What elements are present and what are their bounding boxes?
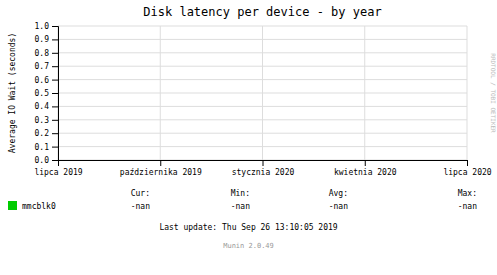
y-tick-label: 0.4 bbox=[35, 102, 50, 111]
watermark: RRDTOOL / TOBI OETIKER bbox=[490, 53, 497, 133]
y-tick-label: 0.3 bbox=[35, 116, 50, 125]
stat-header: Max: bbox=[458, 189, 477, 198]
y-tick-mark bbox=[52, 93, 58, 94]
y-tick: 0.2 bbox=[35, 129, 58, 138]
x-tick: lipca 2019 bbox=[34, 160, 82, 177]
y-tick-label: 1.0 bbox=[35, 22, 50, 31]
y-tick-label: 0.5 bbox=[35, 89, 50, 98]
y-axis: 0.0 0.1 0.2 0.3 0.4 0.5 0.6 0.7 0.8 0.9 1.0 bbox=[35, 22, 59, 165]
version: Munin 2.0.49 bbox=[223, 242, 274, 250]
x-tick-label: lipca 2019 bbox=[34, 168, 82, 177]
stat-value: -nan bbox=[329, 202, 348, 211]
x-axis: lipca 2019 października 2019 stycznia 2020… bbox=[34, 160, 491, 177]
footer: Cur: -nan Min: -nan Avg: -nan Max: -nan mmcblk0 L… bbox=[8, 189, 477, 250]
x-tick-mark bbox=[58, 160, 59, 166]
y-tick-label: 0.8 bbox=[35, 49, 50, 58]
stat-value: -nan bbox=[231, 202, 250, 211]
y-tick-label: 0.1 bbox=[35, 143, 50, 152]
y-tick: 0.1 bbox=[35, 143, 58, 152]
stat-header: Avg: bbox=[329, 189, 348, 198]
y-tick: 0.7 bbox=[35, 62, 58, 71]
x-tick-label: kwietnia 2020 bbox=[334, 168, 397, 177]
stat-header: Min: bbox=[231, 189, 250, 198]
y-tick: 0.4 bbox=[35, 102, 58, 111]
x-axis-line bbox=[59, 161, 468, 167]
y-tick-label: 0.7 bbox=[35, 62, 50, 71]
x-tick: kwietnia 2020 bbox=[334, 160, 397, 177]
y-tick-label: 0.2 bbox=[35, 129, 50, 138]
stat-value: -nan bbox=[458, 202, 477, 211]
x-tick-mark bbox=[467, 160, 468, 166]
y-tick: 1.0 bbox=[35, 22, 58, 31]
x-tick-label: października 2019 bbox=[120, 168, 202, 177]
grid bbox=[58, 26, 467, 160]
y-axis-line bbox=[52, 27, 59, 161]
y-tick: 0.9 bbox=[35, 35, 58, 44]
stat-value: -nan bbox=[131, 202, 150, 211]
last-update: Last update: Thu Sep 26 13:10:05 2019 bbox=[159, 223, 337, 232]
y-tick-label: 0.6 bbox=[35, 76, 50, 85]
x-tick-label: stycznia 2020 bbox=[232, 168, 295, 177]
y-tick-mark bbox=[52, 133, 58, 134]
y-tick: 0.8 bbox=[35, 49, 58, 58]
x-tick-mark bbox=[160, 160, 161, 166]
y-tick-mark bbox=[52, 53, 58, 54]
y-tick: 0.6 bbox=[35, 76, 58, 85]
chart-root: 0.0 0.1 0.2 0.3 0.4 0.5 0.6 0.7 0.8 0.9 1.0 lipca 2… bbox=[0, 0, 497, 275]
grid-line-x bbox=[364, 26, 365, 160]
y-tick-mark bbox=[52, 39, 58, 40]
stat-header: Cur: bbox=[131, 189, 150, 198]
plot-area: 0.0 0.1 0.2 0.3 0.4 0.5 0.6 0.7 0.8 0.9 1.0 lipca 2… bbox=[34, 22, 491, 177]
y-tick-mark bbox=[52, 147, 58, 148]
y-tick-label: 0.9 bbox=[35, 35, 50, 44]
y-tick: 0.0 bbox=[35, 156, 58, 165]
y-tick-mark bbox=[52, 80, 58, 81]
y-tick-mark bbox=[52, 160, 58, 161]
x-tick: lipca 2020 bbox=[443, 160, 491, 177]
x-tick-mark bbox=[263, 160, 264, 166]
x-tick-label: lipca 2020 bbox=[443, 168, 491, 177]
grid-line-x bbox=[160, 26, 161, 160]
y-tick-mark bbox=[52, 120, 58, 121]
x-tick-mark bbox=[365, 160, 366, 166]
chart-title: Disk latency per device - by year bbox=[143, 5, 381, 19]
grid-line-x bbox=[262, 26, 263, 160]
y-tick: 0.3 bbox=[35, 116, 58, 125]
y-axis-title: Average IO Wait (seconds) bbox=[8, 33, 17, 153]
x-tick: stycznia 2020 bbox=[232, 160, 295, 177]
y-tick-label: 0.0 bbox=[35, 156, 50, 165]
legend-swatch bbox=[8, 201, 17, 210]
legend: mmcblk0 bbox=[8, 201, 56, 211]
y-tick-mark bbox=[52, 66, 58, 67]
grid-line-x bbox=[467, 26, 468, 160]
x-tick: października 2019 bbox=[120, 160, 202, 177]
y-tick-mark bbox=[52, 26, 58, 27]
y-tick: 0.5 bbox=[35, 89, 58, 98]
legend-label: mmcblk0 bbox=[22, 202, 56, 211]
y-tick-mark bbox=[52, 106, 58, 107]
